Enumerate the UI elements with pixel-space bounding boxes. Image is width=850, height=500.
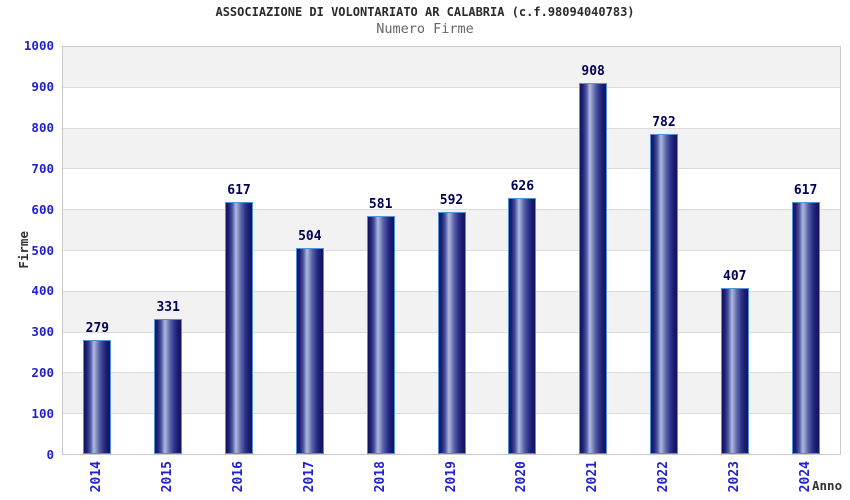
y-tick-400: 400 — [31, 283, 54, 299]
x-tick-2015: 2015 — [160, 461, 176, 493]
y-tick-900: 900 — [31, 78, 54, 94]
x-tick-2019: 2019 — [443, 461, 459, 493]
bar-value-label-2014: 279 — [85, 321, 110, 336]
x-tick-2017: 2017 — [301, 461, 317, 493]
bar-value-label-2018: 581 — [368, 197, 393, 212]
x-tick-2023: 2023 — [726, 461, 742, 493]
bar-value-label-2016: 617 — [227, 183, 251, 198]
x-axis-label: Anno — [812, 478, 843, 493]
grid-band — [63, 169, 840, 211]
chart-title: ASSOCIAZIONE DI VOLONTARIATO AR CALABRIA… — [215, 5, 635, 19]
bar-value-label-2024: 617 — [793, 183, 818, 198]
y-tick-800: 800 — [31, 119, 54, 135]
bar-value-label-2019: 592 — [439, 193, 464, 208]
bar-2014 — [83, 340, 112, 454]
y-tick-500: 500 — [31, 242, 54, 258]
x-tick-2018: 2018 — [372, 461, 388, 493]
bar-2016 — [225, 202, 254, 454]
x-tick-2014: 2014 — [89, 461, 105, 493]
x-tick-2022: 2022 — [655, 461, 671, 493]
y-tick-100: 100 — [31, 406, 54, 422]
bar-value-label-2017: 504 — [298, 229, 322, 244]
y-tick-1000: 1000 — [23, 38, 54, 53]
bar-2022 — [649, 134, 678, 454]
bar-2017 — [295, 248, 324, 454]
bar-value-label-2015: 331 — [156, 300, 180, 315]
y-tick-0: 0 — [46, 447, 54, 462]
bar-value-label-2022: 782 — [652, 115, 676, 130]
bar-value-label-2023: 407 — [723, 269, 747, 284]
bar-value-label-2021: 908 — [581, 64, 605, 79]
bar-2024 — [791, 202, 820, 454]
y-tick-700: 700 — [31, 160, 54, 176]
x-tick-2021: 2021 — [585, 461, 601, 493]
bar-2019 — [437, 212, 466, 454]
y-tick-300: 300 — [31, 324, 54, 340]
bar-value-label-2020: 626 — [510, 179, 535, 194]
x-tick-2024: 2024 — [797, 461, 813, 493]
bar-2021 — [579, 83, 608, 454]
x-tick-2020: 2020 — [514, 461, 530, 493]
grid-band — [63, 88, 840, 129]
bar-2023 — [720, 288, 749, 454]
chart-subtitle: Numero Firme — [376, 21, 474, 37]
bar-2018 — [366, 216, 395, 454]
y-tick-200: 200 — [31, 365, 54, 381]
bar-2020 — [508, 198, 537, 454]
x-tick-2016: 2016 — [231, 461, 247, 493]
bar-2015 — [154, 319, 183, 454]
grid-band — [63, 128, 840, 170]
y-tick-600: 600 — [31, 201, 54, 217]
grid-band — [63, 47, 840, 88]
